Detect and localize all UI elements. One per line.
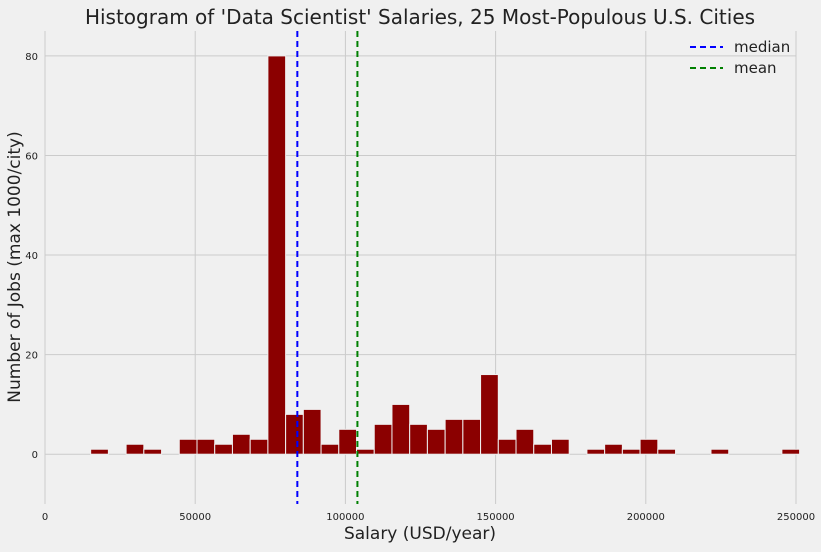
histogram-bar [533, 443, 552, 455]
y-tick-label: 40 [25, 251, 38, 262]
y-axis-label: Number of Jobs (max 1000/city) [5, 131, 25, 402]
histogram-bar [320, 443, 340, 455]
chart-title: Histogram of 'Data Scientist' Salaries, … [85, 5, 755, 29]
histogram-bar [356, 448, 375, 455]
legend-label-median: median [734, 38, 790, 56]
histogram-bar [90, 448, 109, 455]
histogram-bar [639, 438, 659, 455]
histogram-bar [480, 374, 499, 455]
histogram-bar [710, 448, 730, 455]
tick-labels: 0 50000 100000 150000 200000 250000 0 20 40 60 80 [25, 52, 815, 523]
x-tick-label: 0 [42, 512, 48, 523]
histogram-bar [550, 438, 570, 455]
histogram-bar [338, 428, 358, 455]
histogram-bar [515, 428, 535, 455]
x-tick-label: 250000 [777, 512, 815, 523]
x-tick-label: 100000 [326, 512, 364, 523]
y-tick-label: 20 [25, 351, 38, 362]
histogram-bar [267, 55, 287, 455]
histogram-bar [249, 438, 269, 455]
histogram-bar [657, 448, 677, 455]
y-tick-label: 80 [25, 52, 38, 63]
gridlines [44, 31, 797, 504]
histogram-bar [178, 438, 198, 455]
histogram-bar [604, 443, 623, 455]
histogram-bar [391, 403, 411, 455]
histogram-bar [781, 448, 801, 455]
histogram-bar [373, 423, 393, 455]
x-axis-label: Salary (USD/year) [344, 524, 496, 544]
legend: median mean [690, 38, 790, 77]
x-tick-label: 50000 [179, 512, 211, 523]
histogram-bar [586, 448, 606, 455]
histogram-bar [462, 418, 482, 455]
histogram-bars [90, 55, 801, 455]
histogram-bar [409, 423, 428, 455]
histogram-bar [231, 433, 251, 455]
legend-label-mean: mean [734, 59, 777, 77]
histogram-bar [214, 443, 233, 455]
histogram-bar [302, 408, 322, 455]
histogram-bar [497, 438, 517, 455]
y-tick-label: 0 [32, 450, 38, 461]
reference-lines [296, 31, 359, 504]
histogram-bar [621, 448, 641, 455]
histogram-bar [125, 443, 145, 455]
histogram-bar [285, 413, 304, 455]
histogram-bar [196, 438, 216, 455]
histogram-bar [143, 448, 163, 455]
histogram-bar [444, 418, 464, 455]
histogram-bar [426, 428, 446, 455]
x-tick-label: 150000 [477, 512, 515, 523]
x-tick-label: 200000 [627, 512, 665, 523]
y-tick-label: 60 [25, 151, 38, 162]
